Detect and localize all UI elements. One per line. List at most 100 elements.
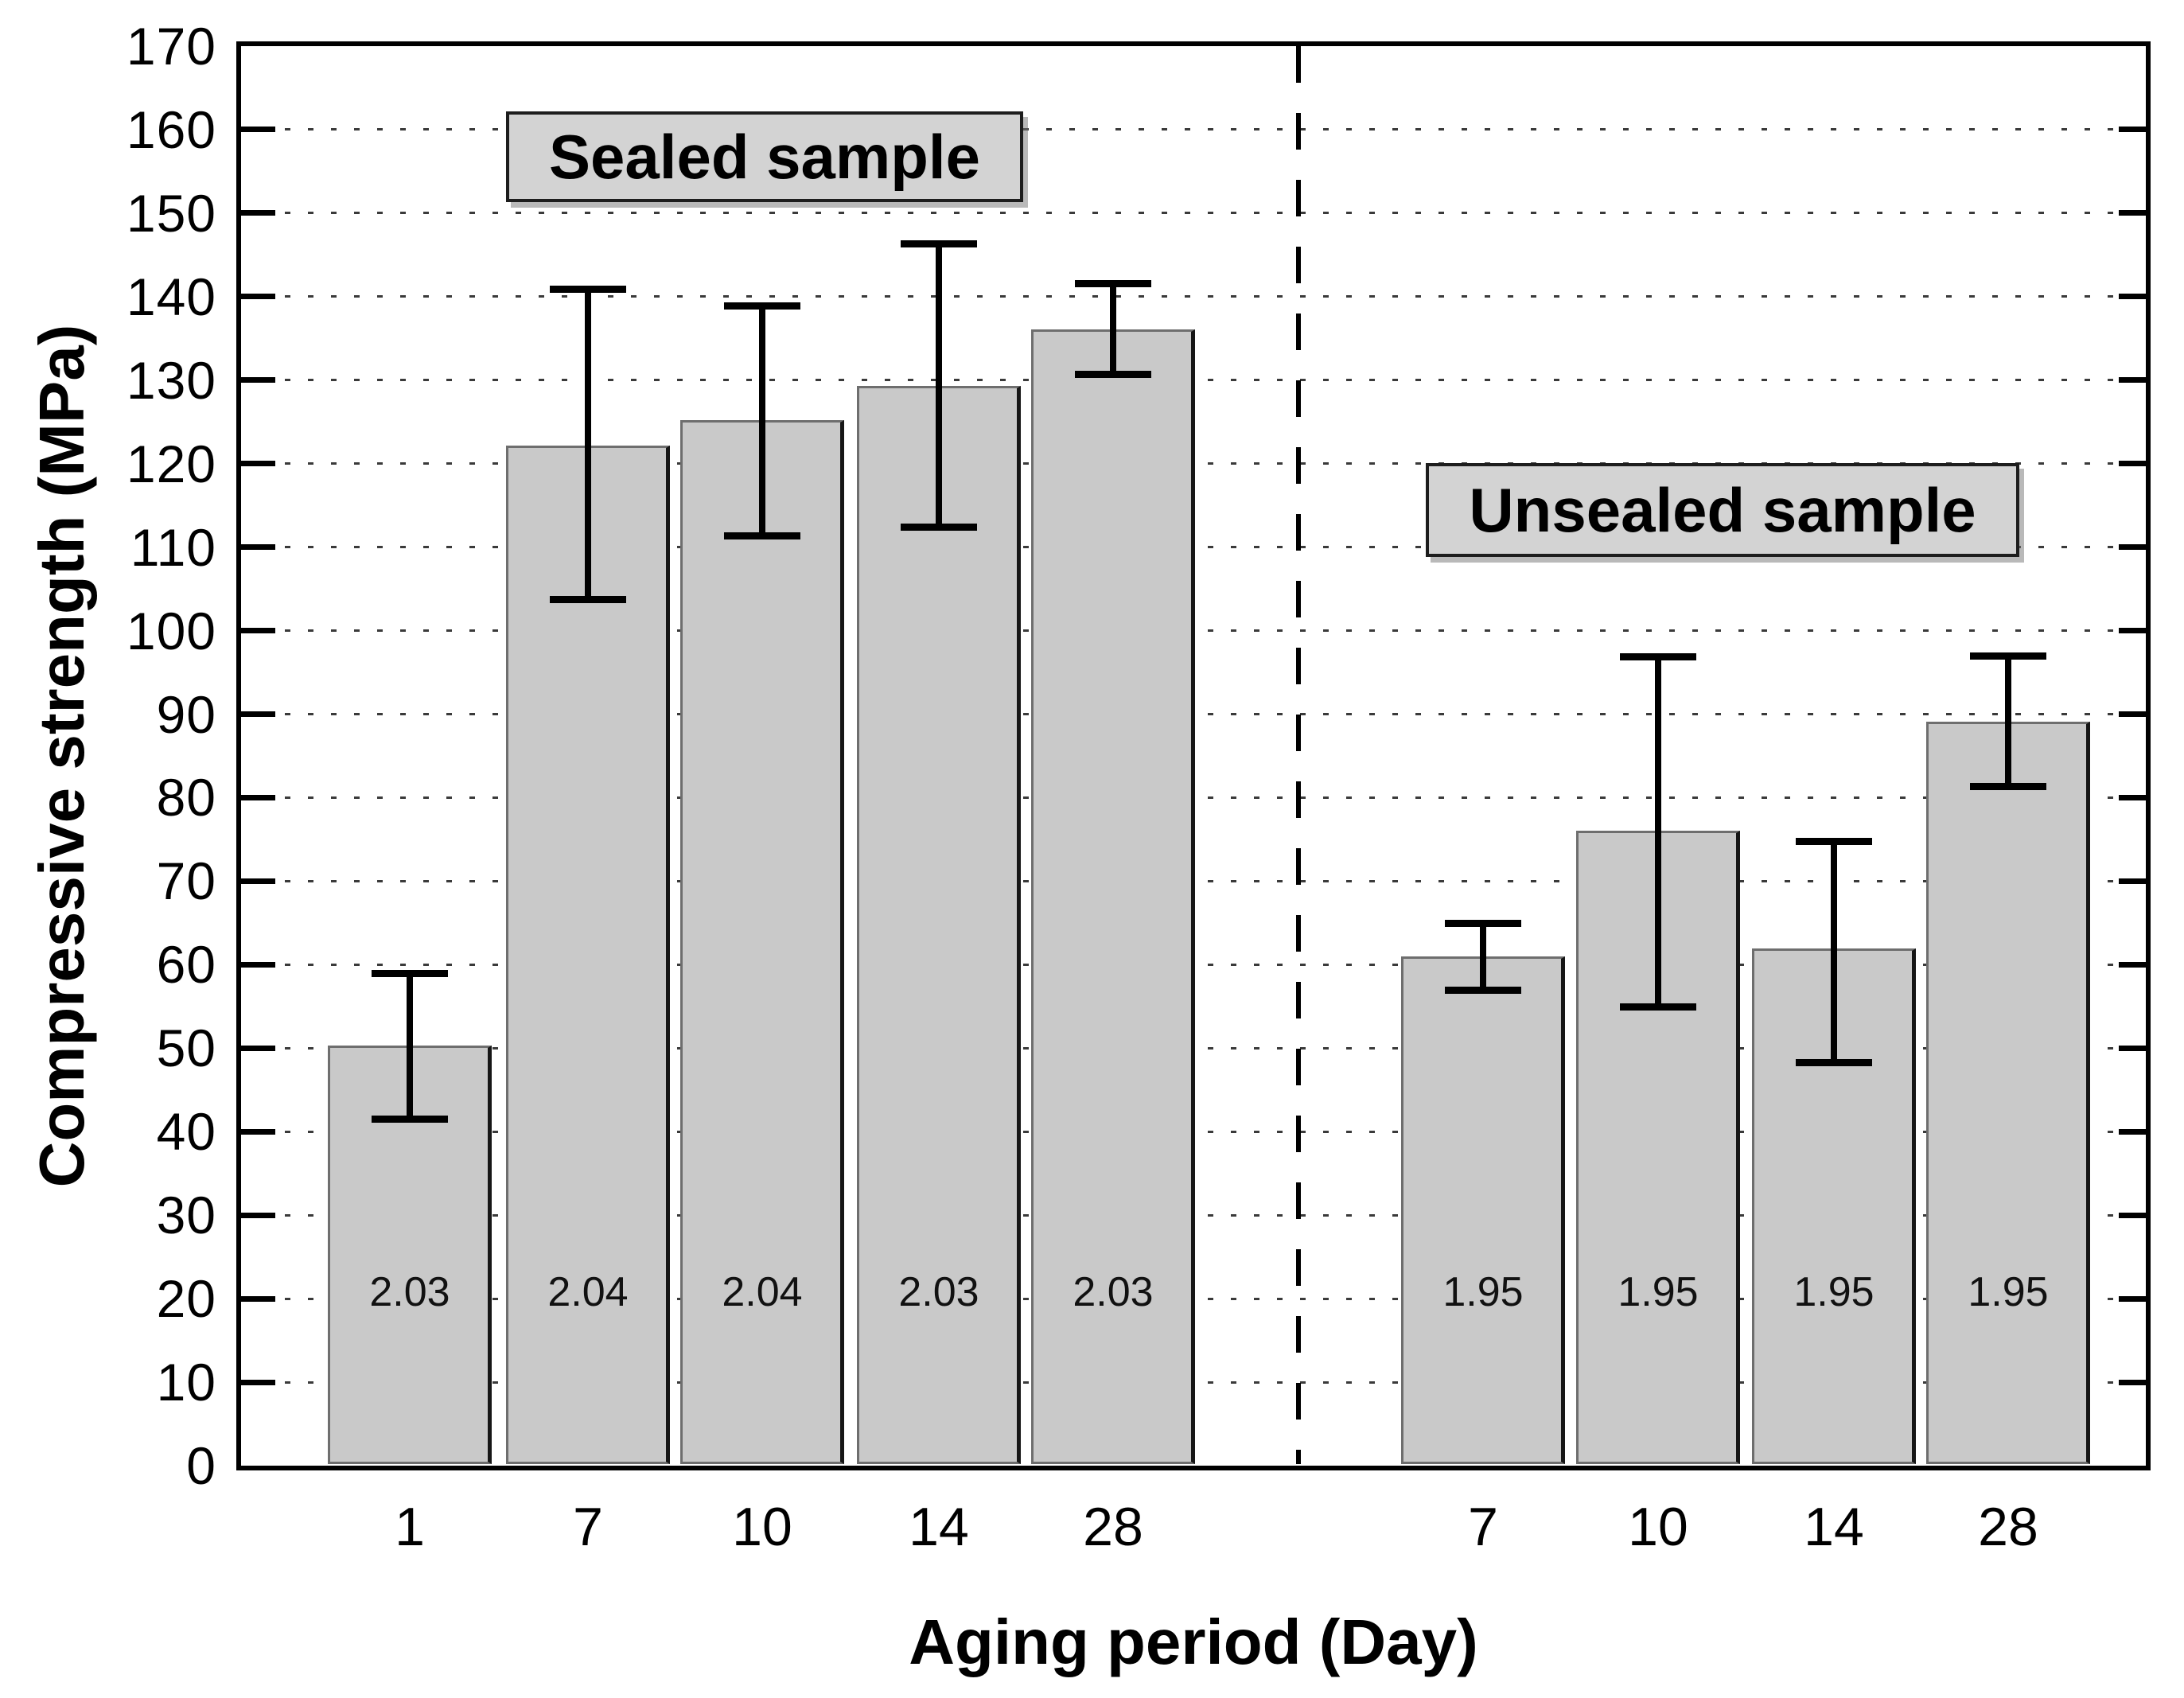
error-bar-line <box>407 972 413 1120</box>
y-axis-tick-left-20 <box>239 1295 275 1302</box>
error-bar-line <box>1831 841 1837 1063</box>
gridline-160 <box>239 128 2146 131</box>
y-tick-label-50: 50 <box>156 1018 216 1078</box>
y-axis-tick-left-70 <box>239 878 275 884</box>
bar-unsealed-7 <box>1401 956 1565 1464</box>
y-axis-tick-left-90 <box>239 711 275 718</box>
x-tick-label-u28: 28 <box>1978 1497 2038 1557</box>
error-bar-line <box>2005 656 2011 786</box>
y-tick-label-170: 170 <box>126 17 216 76</box>
bar-density-label: 2.03 <box>1073 1269 1154 1315</box>
error-bar-cap-bottom <box>1445 986 1521 994</box>
bar-density-label: 2.03 <box>369 1269 450 1315</box>
y-axis-tick-right-30 <box>2119 1212 2146 1218</box>
error-bar-cap-top <box>901 240 977 247</box>
y-axis-tick-left-30 <box>239 1212 275 1218</box>
bar-sealed-10 <box>680 420 844 1464</box>
y-axis-tick-left-130 <box>239 377 275 384</box>
y-axis-tick-right-150 <box>2119 210 2146 216</box>
y-axis-tick-left-140 <box>239 294 275 300</box>
y-tick-label-160: 160 <box>126 99 216 159</box>
error-bar-line <box>1110 283 1116 375</box>
y-axis-tick-left-60 <box>239 961 275 968</box>
y-axis-tick-right-120 <box>2119 461 2146 467</box>
x-axis-title: Aging period (Day) <box>909 1606 1478 1677</box>
y-axis-tick-left-10 <box>239 1379 275 1385</box>
y-tick-label-30: 30 <box>156 1186 216 1245</box>
error-bar-line <box>936 243 942 528</box>
bar-sealed-7 <box>506 445 670 1464</box>
y-axis-tick-right-70 <box>2119 878 2146 884</box>
error-bar-cap-top <box>1445 919 1521 927</box>
gridline-140 <box>239 295 2146 298</box>
y-tick-label-140: 140 <box>126 267 216 326</box>
error-bar-cap-bottom <box>1620 1003 1696 1011</box>
y-tick-label-150: 150 <box>126 183 216 243</box>
y-tick-label-130: 130 <box>126 350 216 410</box>
error-bar-cap-top <box>550 286 626 294</box>
error-bar-line <box>1655 656 1661 1007</box>
y-tick-label-90: 90 <box>156 684 216 744</box>
y-tick-label-110: 110 <box>130 517 216 577</box>
bar-unsealed-28 <box>1926 721 2090 1464</box>
y-tick-label-70: 70 <box>156 851 216 911</box>
y-axis-tick-right-130 <box>2119 377 2146 384</box>
legend-sealed-label: Sealed sample <box>549 121 980 192</box>
bar-density-label: 2.03 <box>898 1269 979 1315</box>
y-axis-tick-left-80 <box>239 794 275 800</box>
y-tick-label-120: 120 <box>126 434 216 493</box>
error-bar-cap-bottom <box>1796 1059 1872 1067</box>
error-bar-cap-bottom <box>372 1116 448 1124</box>
y-axis-tick-left-110 <box>239 544 275 551</box>
x-tick-label-s10: 10 <box>732 1497 792 1557</box>
x-tick-label-u10: 10 <box>1628 1497 1688 1557</box>
legend-unsealed-label: Unsealed sample <box>1469 474 1976 545</box>
y-axis-tick-right-100 <box>2119 628 2146 634</box>
y-axis-tick-left-150 <box>239 210 275 216</box>
bar-density-label: 2.04 <box>547 1269 629 1315</box>
y-axis-tick-right-160 <box>2119 127 2146 133</box>
plot-frame <box>236 41 2151 1470</box>
bar-density-label: 1.95 <box>1968 1269 2049 1315</box>
y-tick-label-60: 60 <box>156 935 216 995</box>
y-axis-tick-right-60 <box>2119 961 2146 968</box>
bar-density-label: 2.04 <box>722 1269 803 1315</box>
y-tick-label-0: 0 <box>186 1436 216 1495</box>
error-bar-cap-bottom <box>724 532 800 539</box>
legend-unsealed-sample: Unsealed sample <box>1426 463 2019 557</box>
error-bar-cap-top <box>372 969 448 977</box>
y-axis-tick-right-80 <box>2119 794 2146 800</box>
y-axis-tick-right-20 <box>2119 1295 2146 1302</box>
y-axis-tick-right-110 <box>2119 544 2146 551</box>
bar-density-label: 1.95 <box>1793 1269 1875 1315</box>
x-tick-label-u7: 7 <box>1468 1497 1498 1557</box>
y-tick-label-20: 20 <box>156 1269 216 1329</box>
error-bar-cap-bottom <box>550 595 626 603</box>
x-tick-label-s28: 28 <box>1083 1497 1143 1557</box>
y-axis-tick-right-140 <box>2119 294 2146 300</box>
x-tick-label-s14: 14 <box>909 1497 969 1557</box>
x-tick-label-u14: 14 <box>1804 1497 1864 1557</box>
y-axis-tick-left-160 <box>239 127 275 133</box>
legend-sealed-sample: Sealed sample <box>506 111 1023 202</box>
gridline-150 <box>239 212 2146 215</box>
x-tick-label-s7: 7 <box>573 1497 603 1557</box>
y-axis-tick-right-40 <box>2119 1128 2146 1135</box>
bar-density-label: 1.95 <box>1618 1269 1699 1315</box>
y-axis-tick-left-100 <box>239 628 275 634</box>
error-bar-line <box>759 306 765 535</box>
error-bar-line <box>1480 922 1486 990</box>
bar-density-label: 1.95 <box>1442 1269 1524 1315</box>
y-tick-label-10: 10 <box>156 1353 216 1412</box>
y-axis-tick-right-50 <box>2119 1045 2146 1051</box>
error-bar-cap-top <box>1075 280 1151 288</box>
group-separator-dashed-line <box>1296 46 1301 1464</box>
y-axis-title: Compressive strength (MPa) <box>26 324 97 1188</box>
bar-sealed-28 <box>1031 329 1195 1464</box>
y-tick-label-80: 80 <box>156 768 216 828</box>
y-axis-tick-left-40 <box>239 1128 275 1135</box>
error-bar-cap-top <box>724 302 800 310</box>
error-bar-cap-top <box>1620 653 1696 661</box>
error-bar-cap-bottom <box>1075 371 1151 379</box>
y-axis-tick-right-10 <box>2119 1379 2146 1385</box>
